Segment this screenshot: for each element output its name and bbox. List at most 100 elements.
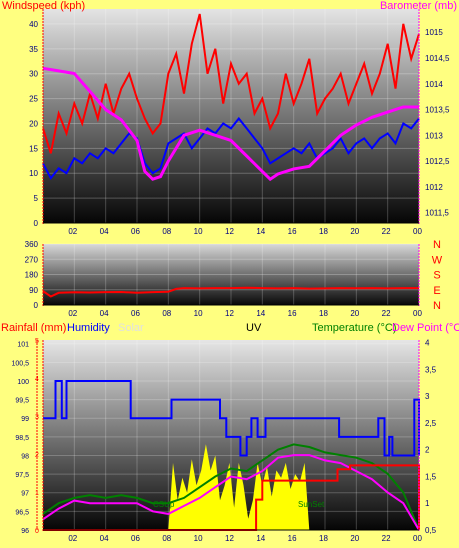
legend-humidity: Humidity xyxy=(67,322,110,334)
rain-x-tick-label: 04 xyxy=(100,534,109,543)
temperature-y-tick-label: 2 xyxy=(425,446,430,455)
tick-labels: 403530252015105010151014,510141013,51013… xyxy=(11,20,450,543)
direction-y-tick-label: 360 xyxy=(25,240,39,249)
direction-x-tick-label: 04 xyxy=(100,309,109,318)
humidity-y-tick-label: 98 xyxy=(21,453,29,460)
rain-x-tick-label: 00 xyxy=(413,534,422,543)
rain-x-tick-label: 06 xyxy=(131,534,140,543)
wind-x-tick-label: 14 xyxy=(256,227,265,236)
barometer-y-tick-label: 1011,5 xyxy=(425,209,449,218)
wind-x-tick-label: 02 xyxy=(68,227,77,236)
compass-label: N xyxy=(433,239,441,251)
direction-y-tick-label: 270 xyxy=(25,255,39,264)
humidity-line xyxy=(43,380,420,457)
direction-x-tick-label: 10 xyxy=(194,309,203,318)
direction-x-tick-label: 16 xyxy=(288,309,297,318)
barometer-line xyxy=(42,66,419,182)
wind-x-tick-label: 20 xyxy=(350,227,359,236)
rain-x-tick-label: 12 xyxy=(225,534,234,543)
rainfall-line xyxy=(43,464,420,531)
barometer-y-tick-label: 1014 xyxy=(425,80,443,89)
wind-y-tick-label: 10 xyxy=(29,169,38,178)
rain-x-tick-label: 18 xyxy=(319,534,328,543)
dewpoint-line xyxy=(42,454,420,531)
rain-y-tick-label: 1 xyxy=(35,490,39,497)
direction-x-tick-label: 08 xyxy=(162,309,171,318)
wind-y-tick-label: 5 xyxy=(34,194,39,203)
solar-series xyxy=(168,444,310,530)
rain-y-tick-label: 2 xyxy=(35,452,39,459)
barometer-y-tick-label: 1013,5 xyxy=(425,106,450,115)
wind-y-tick-label: 30 xyxy=(29,70,38,79)
wind-x-tick-label: 04 xyxy=(100,227,109,236)
direction-y-tick-label: 180 xyxy=(25,271,39,280)
wind-x-tick-label: 08 xyxy=(162,227,171,236)
direction-x-tick-label: 22 xyxy=(382,309,391,318)
gust-line xyxy=(42,13,420,154)
compass-label: N xyxy=(433,300,441,312)
temperature-y-tick-label: 1,5 xyxy=(425,472,437,481)
direction-x-tick-label: 02 xyxy=(68,309,77,318)
legend-solar: Solar xyxy=(118,322,144,334)
humidity-y-tick-label: 96 xyxy=(21,528,29,535)
temperature-line xyxy=(42,443,420,531)
wind-panel-background xyxy=(43,9,419,223)
wind-x-tick-label: 00 xyxy=(413,227,422,236)
wind-y-tick-label: 35 xyxy=(29,45,38,54)
barometer-y-tick-label: 1012,5 xyxy=(425,157,450,166)
wind-x-tick-label: 16 xyxy=(288,227,297,236)
humidity-y-tick-label: 98,5 xyxy=(15,435,29,442)
wind-x-tick-label: 22 xyxy=(382,227,391,236)
direction-x-tick-label: 18 xyxy=(319,309,328,318)
temperature-y-tick-label: 4 xyxy=(425,339,430,348)
wind-y-tick-label: 25 xyxy=(29,95,38,104)
rain-x-tick-label: 20 xyxy=(350,534,359,543)
solar-area xyxy=(168,444,310,530)
temperature-y-tick-label: 3,5 xyxy=(425,365,437,374)
rain-x-tick-label: 16 xyxy=(288,534,297,543)
series-lines xyxy=(42,13,420,531)
humidity-y-tick-label: 99,5 xyxy=(15,398,29,405)
compass-label: S xyxy=(433,270,440,282)
humidity-y-tick-label: 97,5 xyxy=(15,472,29,479)
windspeed-line xyxy=(42,116,420,181)
direction-panel-background xyxy=(43,244,419,305)
humidity-y-tick-label: 100 xyxy=(17,379,29,386)
humidity-y-tick-label: 96,5 xyxy=(15,509,29,516)
humidity-y-tick-label: 97 xyxy=(21,491,29,498)
temperature-y-tick-label: 2,5 xyxy=(425,419,437,428)
barometer-axis-title: Barometer (mb) xyxy=(380,0,457,12)
wind-x-tick-label: 10 xyxy=(194,227,203,236)
legend-temperature: Temperature (°C) xyxy=(312,322,396,334)
temperature-y-tick-label: 3 xyxy=(425,392,430,401)
direction-x-tick-label: 12 xyxy=(225,309,234,318)
rain-y-tick-label: 3 xyxy=(35,414,39,421)
axes xyxy=(36,9,420,531)
rain-y-tick-label: 0 xyxy=(35,528,39,535)
rain-x-tick-label: 14 xyxy=(256,534,265,543)
wind-axis-title: Windspeed (kph) xyxy=(2,0,85,12)
annotation-sunset: SunSet xyxy=(298,500,325,509)
wind-y-tick-label: 15 xyxy=(29,144,38,153)
annotation-csup: CSUp xyxy=(153,500,175,509)
legend-dewpoint: Dew Point (°C) xyxy=(392,322,459,334)
compass-label: E xyxy=(433,285,440,297)
barometer-y-tick-label: 1014,5 xyxy=(425,54,450,63)
humidity-y-tick-label: 99 xyxy=(21,416,29,423)
legend-uv: UV xyxy=(246,322,262,334)
rain-x-tick-label: 22 xyxy=(382,534,391,543)
compass-label: W xyxy=(432,254,443,266)
barometer-y-tick-label: 1013 xyxy=(425,131,443,140)
temperature-y-tick-label: 0,5 xyxy=(425,526,437,535)
wind-y-tick-label: 0 xyxy=(34,219,39,228)
direction-x-tick-label: 14 xyxy=(256,309,265,318)
temperature-y-tick-label: 1 xyxy=(425,499,430,508)
wind-y-tick-label: 40 xyxy=(29,20,38,29)
rain-x-tick-label: 10 xyxy=(194,534,203,543)
barometer-y-tick-label: 1012 xyxy=(425,183,443,192)
direction-x-tick-label: 00 xyxy=(413,309,422,318)
direction-x-tick-label: 20 xyxy=(350,309,359,318)
direction-y-tick-label: 90 xyxy=(29,286,38,295)
wind-x-tick-label: 12 xyxy=(225,227,234,236)
